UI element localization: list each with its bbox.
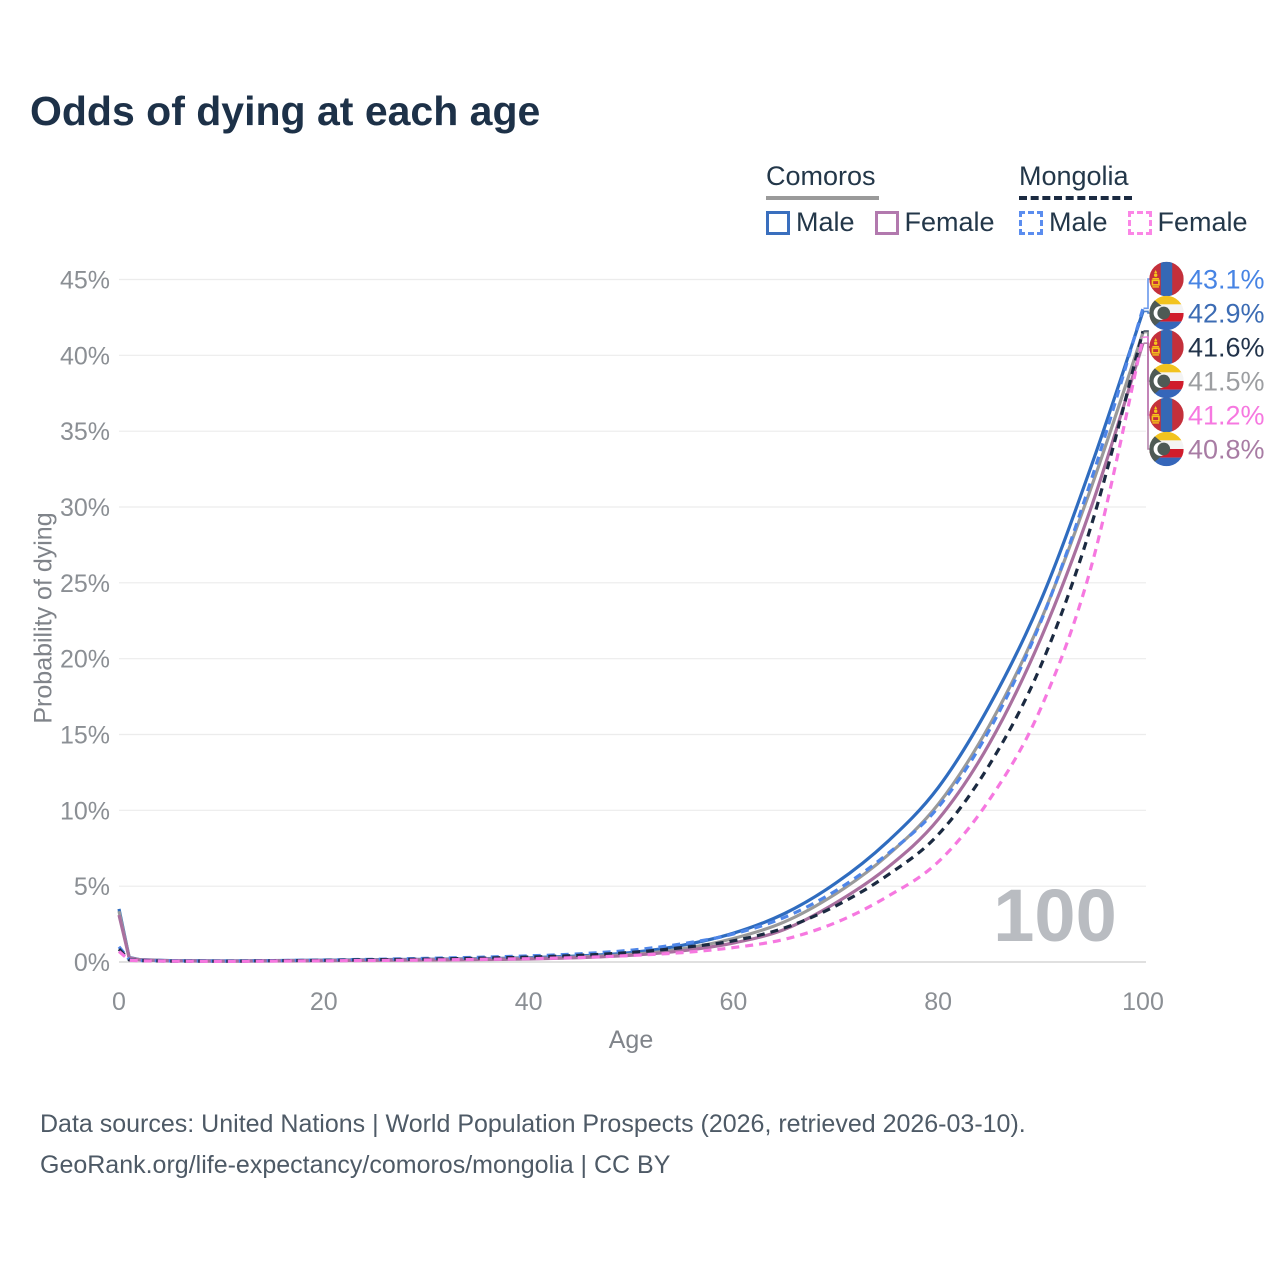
footer-data-sources: Data sources: United Nations | World Pop… [40, 1110, 1026, 1138]
x-axis-title: Age [608, 1026, 654, 1054]
mongolia-male-swatch-icon [1019, 210, 1043, 235]
y-tick-label: 10% [60, 797, 110, 825]
legend-items-mongolia: Male Female [1019, 207, 1248, 238]
comoros-male-swatch-icon [766, 210, 790, 235]
legend-label-mongolia-male: Male [1049, 207, 1108, 237]
legend-group-comoros: Comoros Male Female [766, 161, 995, 238]
mongolia-flag-icon [1149, 397, 1184, 433]
series-line-mongolia-female[interactable] [117, 336, 1145, 963]
legend-items-comoros: Male Female [766, 207, 995, 238]
series-line-comoros-female[interactable] [117, 342, 1145, 963]
x-tick-label: 60 [719, 988, 747, 1016]
mongolia-female-swatch-icon [1127, 210, 1152, 235]
y-tick-label: 15% [60, 722, 110, 750]
legend-item-mongolia-female[interactable]: Female [1127, 207, 1248, 238]
footer-url: GeoRank.org/life-expectancy/comoros/mong… [40, 1151, 671, 1179]
legend-label-comoros-female: Female [904, 207, 995, 237]
end-value-label: 40.8% [1188, 435, 1265, 465]
label-connector [1143, 342, 1151, 450]
y-tick-label: 35% [60, 418, 110, 446]
y-tick-label: 25% [60, 570, 110, 598]
legend-country-mongolia[interactable]: Mongolia [1019, 161, 1132, 200]
y-tick-label: 30% [60, 494, 110, 522]
legend-item-mongolia-male[interactable]: Male [1019, 207, 1108, 238]
y-tick-label: 0% [74, 949, 110, 977]
series-line-mongolia-both-sexes[interactable] [117, 330, 1145, 963]
end-value-label: 42.9% [1188, 299, 1265, 329]
footer: Data sources: United Nations | World Pop… [40, 1104, 1026, 1186]
legend-group-mongolia: Mongolia Male Female [1019, 161, 1248, 238]
end-value-label: 41.5% [1188, 367, 1265, 397]
series-line-comoros-both-sexes[interactable] [117, 332, 1145, 963]
y-tick-label: 40% [60, 342, 110, 370]
end-value-label: 41.6% [1188, 333, 1265, 363]
mongolia-flag-icon [1149, 329, 1184, 365]
series-line-comoros-male[interactable] [117, 310, 1145, 963]
legend-item-comoros-male[interactable]: Male [766, 207, 855, 238]
comoros-flag-icon [1149, 363, 1184, 399]
y-axis-title: Probability of dying [29, 512, 58, 724]
y-tick-label: 20% [60, 646, 110, 674]
y-tick-label: 45% [60, 267, 110, 295]
y-tick-label: 5% [74, 873, 110, 901]
x-tick-label: 20 [310, 988, 338, 1016]
legend-label-mongolia-female: Female [1157, 207, 1248, 237]
x-tick-label: 40 [515, 988, 543, 1016]
mongolia-flag-icon [1149, 261, 1184, 297]
comoros-flag-icon [1149, 431, 1184, 467]
end-value-label: 41.2% [1188, 401, 1265, 431]
chart-watermark: 100 [993, 874, 1116, 957]
comoros-flag-icon [1149, 295, 1184, 331]
page-title: Odds of dying at each age [30, 88, 541, 134]
x-tick-label: 0 [112, 988, 126, 1016]
x-tick-label: 100 [1122, 988, 1164, 1016]
legend-label-comoros-male: Male [796, 207, 855, 237]
legend-item-comoros-female[interactable]: Female [874, 207, 995, 238]
x-tick-label: 80 [924, 988, 952, 1016]
end-value-label: 43.1% [1188, 265, 1265, 295]
comoros-female-swatch-icon [874, 210, 899, 235]
series-line-mongolia-male[interactable] [117, 307, 1145, 963]
legend-country-comoros[interactable]: Comoros [766, 161, 879, 200]
